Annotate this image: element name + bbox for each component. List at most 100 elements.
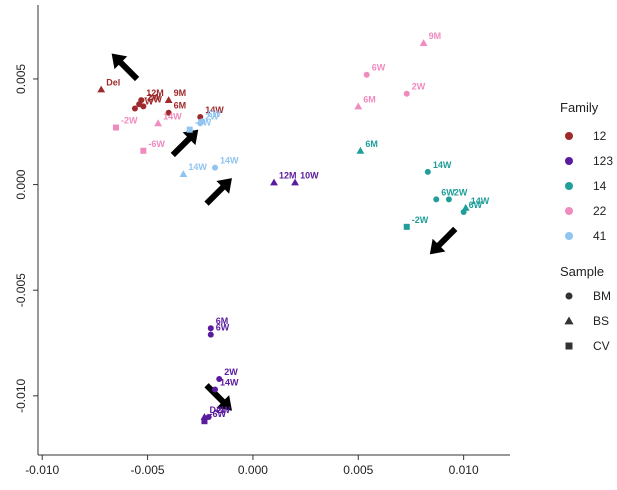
legend-sample-label: BS [593, 314, 609, 328]
data-point [212, 164, 218, 171]
point-label: 14W [163, 111, 182, 121]
data-point [112, 124, 119, 131]
data-point [419, 39, 428, 46]
data-point [445, 196, 452, 203]
arrow-shaft [204, 183, 227, 206]
data-point [207, 331, 214, 338]
legend-family-swatch [565, 232, 573, 240]
point-label: 2W [412, 82, 426, 92]
point-label: 6W [441, 187, 455, 197]
data-point [212, 386, 218, 393]
point-label: 2W [140, 97, 154, 107]
annotation-arrow [204, 178, 232, 206]
point-label: 6M [363, 94, 376, 104]
point-label: 2W [224, 367, 238, 377]
point-label: 6W [148, 94, 162, 104]
point-label: 6M [174, 101, 187, 111]
arrow-shaft [435, 226, 458, 249]
data-point [179, 170, 188, 177]
legend-sample-label: CV [593, 339, 610, 353]
arrow-head [111, 53, 128, 70]
point-label: Del [209, 405, 223, 415]
axes: -0.010 -0.005 0.000 0.005 0.010 0.005 0.000 -0.… [14, 5, 510, 477]
data-point [291, 178, 299, 186]
point-label: Del [106, 78, 120, 88]
data-point [403, 223, 410, 230]
point-label: 12M [279, 170, 297, 180]
annotation-arrows [111, 53, 458, 411]
point-label: -2W [214, 405, 231, 415]
point-label: 12M [146, 88, 164, 98]
point-label: 2W [454, 187, 468, 197]
data-point [356, 146, 365, 154]
legend-sample-swatch [564, 316, 574, 325]
legend-family-swatch [565, 132, 573, 140]
point-label: 6W [469, 200, 483, 210]
data-point [165, 109, 172, 116]
legend-sample-label: BM [593, 289, 611, 303]
x-tick-label: -0.010 [25, 463, 59, 477]
data-point [424, 168, 431, 175]
data-point [97, 85, 106, 93]
point-label: 14W [433, 160, 452, 170]
data-points [97, 39, 470, 425]
point-label: -2W [412, 215, 429, 225]
legend-sample-swatch [565, 342, 573, 350]
legend: Family Sample 12 123 14 22 41 BM BS CV [560, 100, 613, 353]
point-label: 2W [205, 111, 219, 121]
arrow-head [182, 129, 199, 146]
arrow-shaft [204, 383, 227, 406]
annotation-arrow [170, 129, 199, 158]
annotation-arrow [111, 53, 140, 82]
point-label: 9M [429, 31, 442, 41]
data-point [460, 209, 467, 216]
arrow-shaft [117, 59, 140, 82]
point-label: 6W [216, 323, 230, 333]
arrow-shaft [170, 135, 193, 158]
x-tick-label: 0.005 [343, 463, 373, 477]
legend-sample-swatch [565, 292, 573, 300]
data-point [131, 105, 138, 112]
legend-sample-title: Sample [560, 264, 604, 279]
point-label: 14W [471, 196, 490, 206]
point-label: 14W [220, 378, 239, 388]
x-tick-label: 0.010 [449, 463, 479, 477]
x-tick-label: 0.000 [238, 463, 268, 477]
point-label: 6M [365, 139, 378, 149]
annotation-arrow [429, 226, 458, 255]
data-point [216, 375, 223, 382]
legend-family-swatch [565, 182, 573, 190]
y-tick-label: -0.010 [14, 379, 28, 413]
data-point [433, 196, 440, 203]
arrow-head [429, 238, 446, 255]
legend-family-label: 14 [593, 179, 607, 193]
data-point [140, 147, 147, 154]
data-point [270, 178, 278, 186]
data-point [140, 103, 147, 110]
legend-family-swatch [565, 157, 573, 165]
arrow-head [216, 178, 232, 194]
data-point [207, 325, 214, 332]
point-label: -2W [121, 116, 138, 126]
legend-family-label: 22 [593, 204, 607, 218]
data-point [354, 102, 363, 110]
y-tick-label: -0.005 [14, 273, 28, 307]
point-label: -6W [209, 409, 226, 419]
legend-family-label: 123 [593, 154, 613, 168]
annotation-arrow [204, 383, 232, 411]
point-label: 14W [188, 162, 207, 172]
y-tick-label: 0.005 [14, 64, 28, 94]
x-tick-label: -0.005 [131, 463, 165, 477]
point-label: 9M [174, 88, 187, 98]
legend-family-label: 12 [593, 129, 607, 143]
data-point [197, 120, 204, 127]
point-label: 10W [300, 170, 319, 180]
point-label: 6W [372, 63, 386, 73]
point-label: 6W [207, 109, 221, 119]
point-label: 6M [216, 316, 229, 326]
point-label: 14W [205, 105, 224, 115]
data-point [164, 96, 173, 103]
y-tick-label: 0.000 [14, 169, 28, 199]
data-point [461, 203, 470, 211]
